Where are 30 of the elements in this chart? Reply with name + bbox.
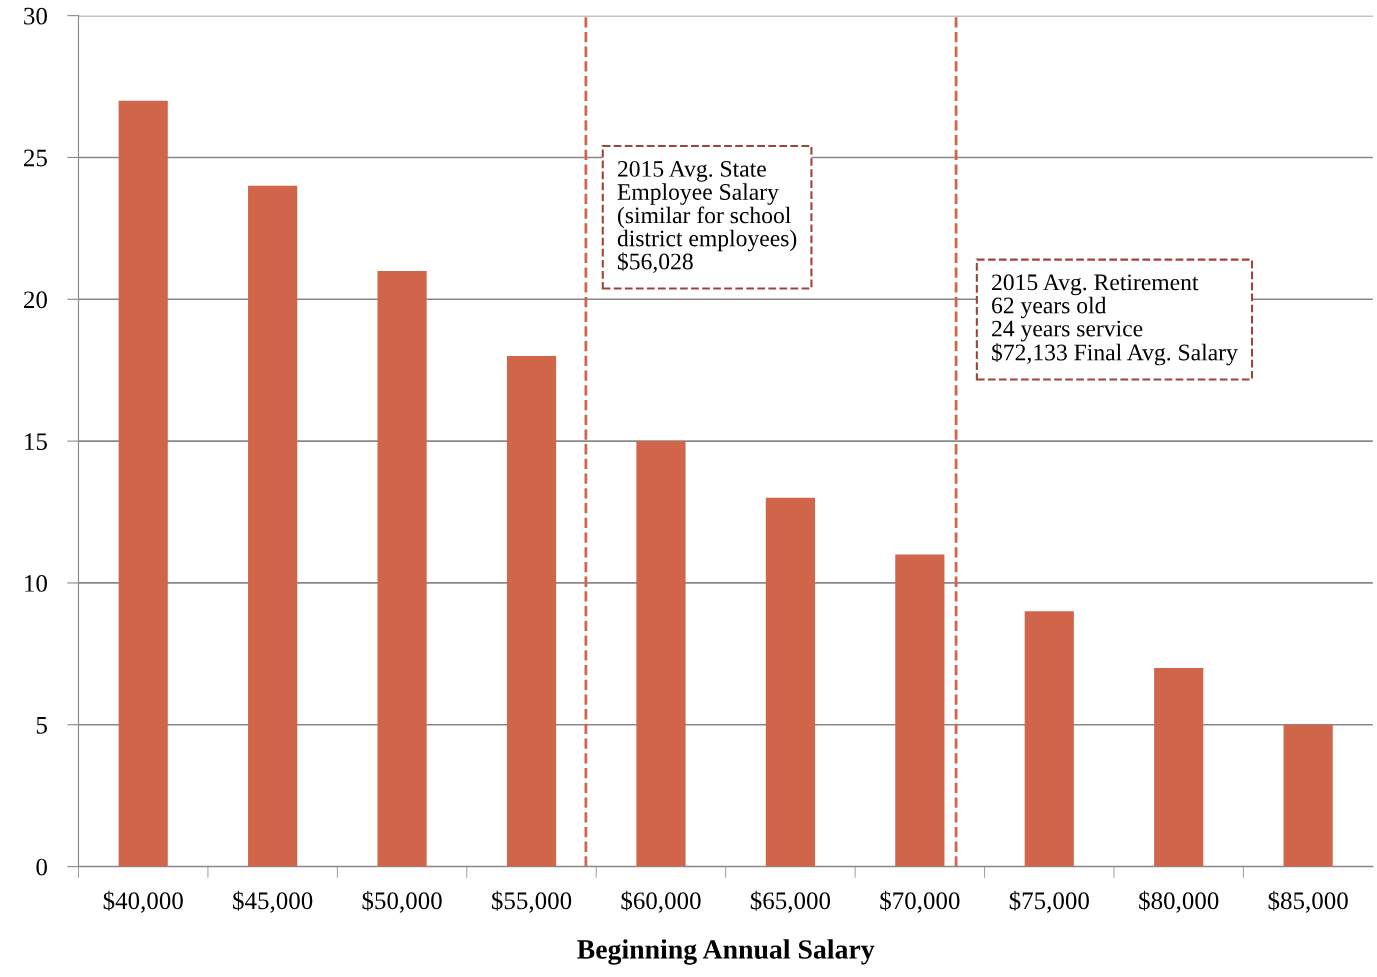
x-tick-label: $85,000 <box>1268 890 1348 913</box>
bar <box>377 270 427 867</box>
bar <box>248 185 298 867</box>
x-tick-label: $40,000 <box>103 890 183 913</box>
x-axis-title: Beginning Annual Salary <box>577 939 875 965</box>
x-tick-label: $65,000 <box>750 890 831 913</box>
y-tick-label: 20 <box>24 291 47 309</box>
x-tick-label: $45,000 <box>233 890 313 913</box>
bar <box>1024 611 1074 867</box>
y-tick-label: 30 <box>24 7 47 25</box>
bar <box>636 441 686 867</box>
annotation: 2015 Avg. Retirement 62 years old 24 years service $72,133 Final Avg. Salary <box>992 274 1238 366</box>
x-tick-label: $60,000 <box>621 890 701 913</box>
annotation: 2015 Avg. State Employee Salary (similar for school district employees) $56,028 <box>617 160 797 273</box>
y-tick-label: 10 <box>25 574 47 592</box>
x-tick-label: $50,000 <box>362 890 442 913</box>
x-tick-label: $55,000 <box>491 890 572 913</box>
y-tick-label: 15 <box>25 433 47 451</box>
x-tick-label: $80,000 <box>1139 890 1219 913</box>
bar <box>1283 724 1333 867</box>
bar <box>506 356 557 867</box>
y-tick-label: 25 <box>24 149 47 167</box>
x-tick-label: $70,000 <box>880 890 960 913</box>
bar <box>118 100 168 867</box>
bar <box>895 554 945 867</box>
x-tick-label: $75,000 <box>1009 890 1089 913</box>
bar <box>765 497 815 867</box>
y-tick-label: 0 <box>36 858 47 876</box>
y-tick-label: 5 <box>36 717 47 734</box>
bar <box>1154 668 1204 867</box>
